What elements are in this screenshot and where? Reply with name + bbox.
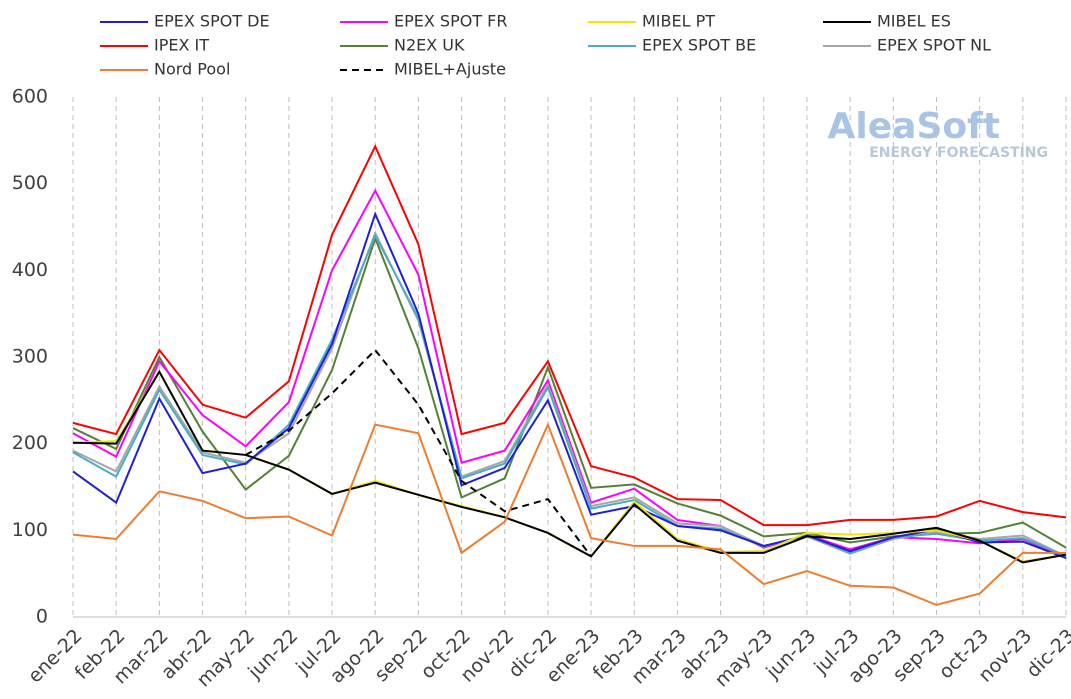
y-tick-label: 500	[12, 172, 48, 194]
legend-label: MIBEL PT	[642, 12, 715, 31]
legend-label: MIBEL+Ajuste	[394, 60, 506, 79]
y-tick-label: 100	[12, 519, 48, 541]
legend-label: EPEX SPOT NL	[877, 36, 991, 55]
legend-label: EPEX SPOT BE	[642, 36, 756, 55]
series-line	[72, 235, 1067, 549]
legend-label: IPEX IT	[154, 36, 209, 55]
x-tick-label: dic-23	[1022, 625, 1071, 682]
legend-label: Nord Pool	[154, 60, 230, 79]
legend-label: EPEX SPOT DE	[154, 12, 270, 31]
series-line	[72, 211, 1067, 560]
y-tick-label: 300	[12, 346, 48, 368]
legend-label: N2EX UK	[394, 36, 465, 55]
series-line	[72, 144, 1067, 527]
legend-label: MIBEL ES	[877, 12, 951, 31]
watermark-sub: ENERGY FORECASTING	[869, 145, 1048, 161]
y-tick-label: 600	[12, 86, 48, 108]
series-line	[245, 348, 592, 557]
series-line	[72, 188, 1067, 559]
series-line	[72, 369, 1067, 564]
y-tick-label: 0	[36, 606, 48, 628]
watermark: AleaSoft	[828, 106, 1000, 147]
x-tick-label: ene-22	[24, 625, 87, 688]
y-tick-label: 400	[12, 259, 48, 281]
legend-label: EPEX SPOT FR	[394, 12, 508, 31]
y-tick-label: 200	[12, 432, 48, 454]
series-line	[72, 421, 1066, 606]
